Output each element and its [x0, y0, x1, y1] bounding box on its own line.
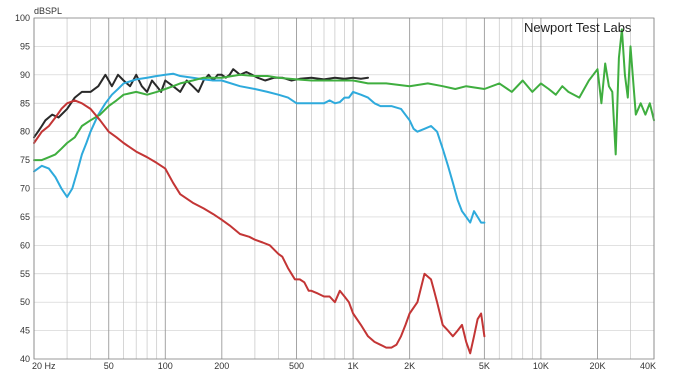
- y-tick-label: 60: [20, 240, 30, 250]
- brand-annotation: Newport Test Labs: [524, 20, 632, 35]
- y-tick-label: 80: [20, 127, 30, 137]
- x-tick-label: 100: [158, 361, 173, 369]
- x-tick-labels: 20 Hz 50 100 200 500 1K 2K 5K 10K 20K 40K: [32, 361, 656, 369]
- y-tick-label: 50: [20, 297, 30, 307]
- series-line-4: [33, 99, 486, 355]
- series-line-2: [33, 72, 486, 224]
- x-tick-label: 20 Hz: [32, 361, 56, 369]
- y-tick-label: 85: [20, 98, 30, 108]
- y-tick-label: 90: [20, 70, 30, 80]
- y-tick-labels: 40 45 50 55 60 65 70 75 80 85 90 95 100: [15, 13, 30, 364]
- y-axis-label: dBSPL: [34, 6, 62, 16]
- y-tick-label: 40: [20, 354, 30, 364]
- y-tick-label: 65: [20, 212, 30, 222]
- x-tick-label: 200: [214, 361, 229, 369]
- x-tick-label: 20K: [589, 361, 605, 369]
- x-tick-label: 5K: [479, 361, 490, 369]
- series-line-3: [33, 28, 655, 162]
- y-tick-label: 95: [20, 41, 30, 51]
- y-tick-label: 45: [20, 326, 30, 336]
- x-tick-label: 2K: [404, 361, 415, 369]
- x-tick-label: 50: [104, 361, 114, 369]
- y-tick-label: 100: [15, 13, 30, 23]
- x-tick-label: 1K: [348, 361, 359, 369]
- plot-frame: [33, 17, 655, 360]
- series-lines: [33, 28, 655, 355]
- y-tick-label: 75: [20, 155, 30, 165]
- y-tick-label: 55: [20, 269, 30, 279]
- y-tick-label: 70: [20, 184, 30, 194]
- x-tick-label: 40K: [640, 361, 656, 369]
- x-tick-label: 500: [289, 361, 304, 369]
- x-tick-label: 10K: [533, 361, 549, 369]
